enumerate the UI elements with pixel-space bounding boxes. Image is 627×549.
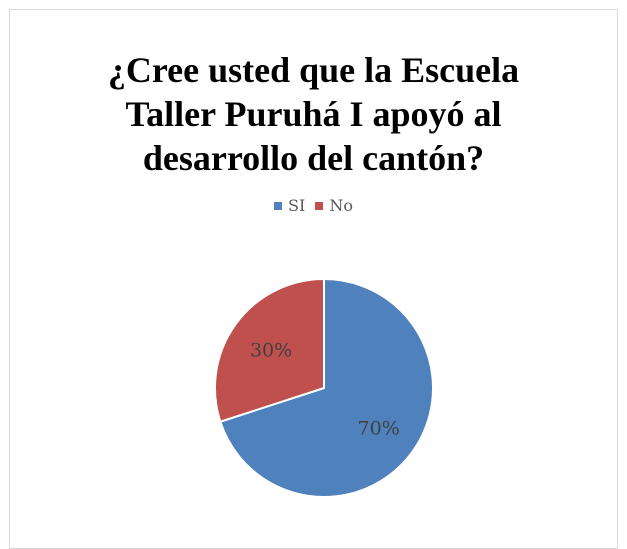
legend-swatch-no	[315, 201, 324, 210]
legend-label-si: SI	[288, 196, 306, 215]
legend-item-si: SI	[274, 196, 305, 215]
legend-label-no: No	[329, 196, 353, 215]
chart-title-line-2: Taller Puruhá I apoyó al	[125, 94, 502, 134]
data-label-no: 30%	[250, 340, 292, 362]
legend-item-no: No	[315, 196, 353, 215]
legend-swatch-si	[274, 201, 283, 210]
chart-title-line-1: ¿Cree usted que la Escuela	[107, 50, 520, 90]
chart-legend: SI No	[10, 196, 617, 215]
pie-slice-si	[219, 277, 434, 498]
chart-title: ¿Cree usted que la Escuela Taller Puruhá…	[10, 48, 617, 180]
pie-slice-no	[214, 277, 325, 423]
chart-title-line-3: desarrollo del cantón?	[142, 138, 485, 178]
data-label-si: 70%	[358, 418, 400, 440]
